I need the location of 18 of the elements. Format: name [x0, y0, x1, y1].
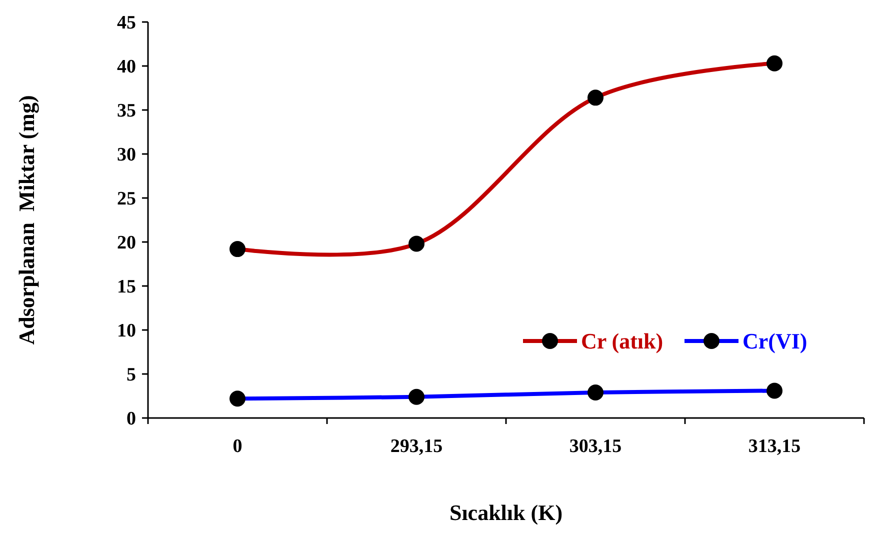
y-tick-label: 35	[117, 100, 136, 122]
y-tick-label: 15	[117, 276, 136, 298]
y-tick-label: 0	[126, 408, 136, 430]
y-tick-label: 45	[117, 12, 136, 34]
x-axis-title: Sıcaklık (K)	[449, 500, 563, 525]
x-tick-label: 0	[232, 436, 242, 457]
y-tick-label: 30	[117, 144, 136, 166]
y-axis-title: Adsorplanan Miktar (mg)	[14, 95, 39, 345]
legend-label: Cr(VI)	[742, 328, 808, 354]
legend-label: Cr (atık)	[581, 328, 664, 354]
y-tick-label: 20	[117, 232, 136, 254]
x-tick-label: 303,15	[569, 436, 622, 457]
y-tick-label: 10	[117, 320, 136, 342]
x-tick-label: 293,15	[390, 436, 443, 457]
y-tick-label: 40	[117, 56, 136, 78]
y-tick-label: 5	[126, 364, 136, 386]
x-tick-label: 313,15	[748, 436, 801, 457]
y-tick-label: 25	[117, 188, 136, 210]
